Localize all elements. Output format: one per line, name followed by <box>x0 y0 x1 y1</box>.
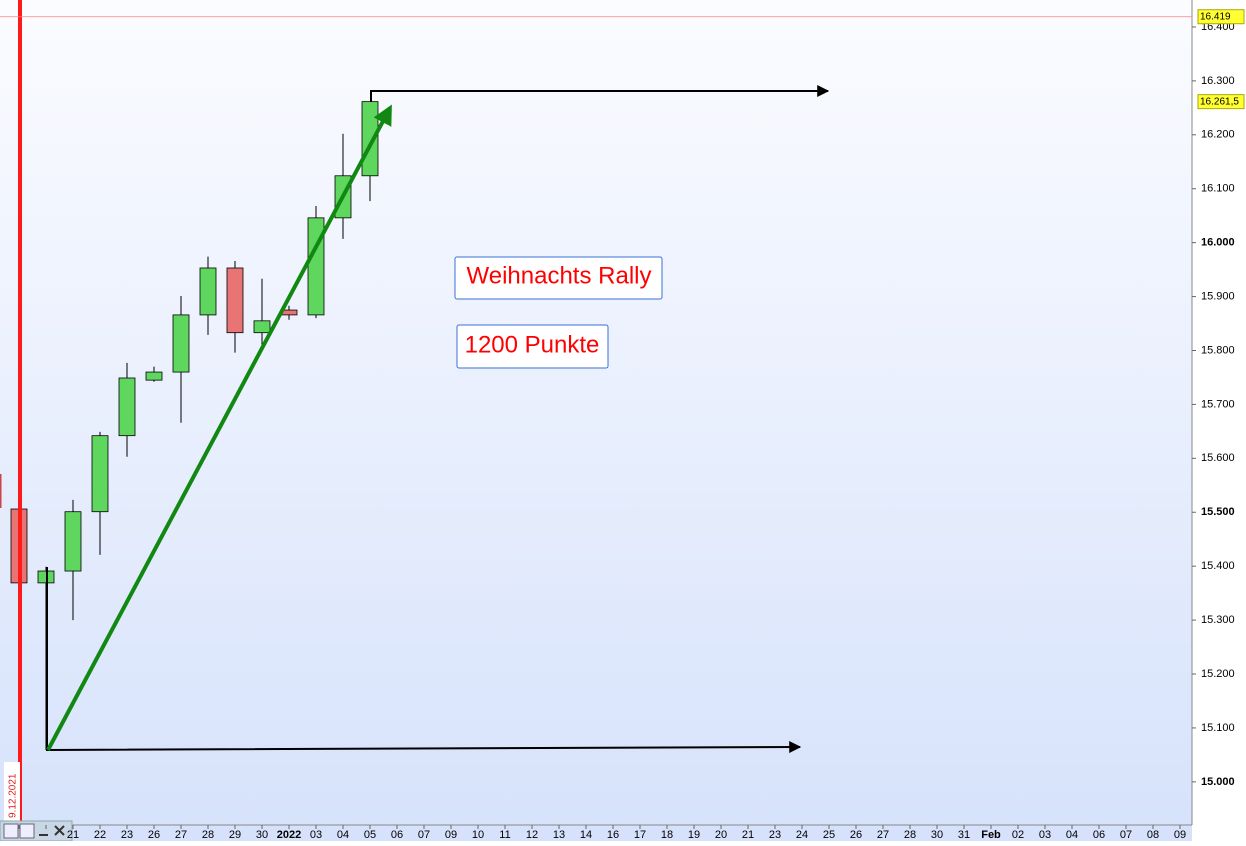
x-tick-label: 04 <box>1066 829 1078 841</box>
y-tick-label: 15.400 <box>1201 560 1235 572</box>
x-tick-label: 22 <box>94 829 106 841</box>
date-marker-box <box>4 762 20 822</box>
price-box <box>1197 9 1245 25</box>
x-tick-label: 23 <box>769 829 781 841</box>
x-tick-label: 08 <box>1147 829 1159 841</box>
x-tick-label: 09 <box>445 829 457 841</box>
y-tick-label: 16.200 <box>1201 129 1235 141</box>
candle-body <box>199 267 217 316</box>
candle-body <box>91 435 109 513</box>
price-label: 16.419 <box>1200 11 1231 22</box>
y-tick-label: 15.800 <box>1201 344 1235 356</box>
x-tick-label: 16 <box>607 829 619 841</box>
price-label: 16.261,5 <box>1200 96 1239 107</box>
y-tick-label: 16.100 <box>1201 183 1235 195</box>
x-tick-label: 18 <box>661 829 673 841</box>
x-tick-label: 07 <box>1120 829 1132 841</box>
pin-icon[interactable] <box>19 823 35 839</box>
annotation: Weihnachts Rally <box>467 262 652 289</box>
x-tick-label: Feb <box>981 829 1001 841</box>
x-tick-label: 26 <box>148 829 160 841</box>
candle-body <box>226 267 244 334</box>
x-tick-label: 29 <box>229 829 241 841</box>
x-tick-label: 24 <box>796 829 808 841</box>
annotation-box <box>456 324 609 369</box>
high-arrow <box>370 85 830 102</box>
tool-icon[interactable] <box>3 823 19 839</box>
x-tick-label: 30 <box>931 829 943 841</box>
y-tick-label: 15.700 <box>1201 398 1235 410</box>
candle-body <box>172 314 190 373</box>
x-tick-label: 23 <box>121 829 133 841</box>
x-tick-label: 10 <box>472 829 484 841</box>
x-tick-label: 21 <box>67 829 79 841</box>
y-tick-label: 16.000 <box>1201 237 1235 249</box>
close-icon[interactable] <box>54 825 65 836</box>
price-box <box>1197 94 1245 110</box>
x-tick-label: 02 <box>1012 829 1024 841</box>
x-tick-label: 13 <box>553 829 565 841</box>
annotation-box <box>454 256 663 300</box>
x-tick-label: 04 <box>337 829 349 841</box>
x-tick-label: 25 <box>823 829 835 841</box>
y-tick-label: 15.200 <box>1201 668 1235 680</box>
x-tick-label: 06 <box>1093 829 1105 841</box>
y-tick-label: 15.500 <box>1201 506 1235 518</box>
x-tick-label: 28 <box>904 829 916 841</box>
x-tick-label: 05 <box>364 829 376 841</box>
x-tick-label: 14 <box>580 829 592 841</box>
y-tick-label: 15.300 <box>1201 614 1235 626</box>
x-tick-label: 28 <box>202 829 214 841</box>
date-marker: 9.12.2021 <box>8 773 19 818</box>
low-arrow <box>46 567 802 754</box>
x-tick-label: 17 <box>634 829 646 841</box>
candle-body <box>118 377 136 437</box>
x-tick-label: 11 <box>499 829 510 841</box>
x-tick-label: 30 <box>256 829 268 841</box>
x-tick-label: 06 <box>391 829 403 841</box>
x-tick-label: 19 <box>688 829 700 841</box>
y-tick-label: 15.900 <box>1201 290 1235 302</box>
x-tick-label: 31 <box>958 829 970 841</box>
x-tick-label: 03 <box>310 829 322 841</box>
annotation: 1200 Punkte <box>465 331 600 358</box>
x-tick-label: 2022 <box>277 829 301 841</box>
x-tick-label: 21 <box>742 829 754 841</box>
y-tick-label: 16.300 <box>1201 75 1235 87</box>
candle-body <box>64 511 82 572</box>
y-tick-label: 15.000 <box>1201 776 1235 788</box>
x-tick-label: 12 <box>526 829 538 841</box>
candle-body <box>145 371 163 381</box>
x-tick-label: 27 <box>877 829 889 841</box>
y-tick-label: 15.600 <box>1201 452 1235 464</box>
y-tick-label: 15.100 <box>1201 722 1235 734</box>
x-tick-label: 27 <box>175 829 187 841</box>
trend-arrow <box>46 104 392 751</box>
x-tick-label: 07 <box>418 829 430 841</box>
candle-body <box>253 320 271 334</box>
x-tick-label: 09 <box>1174 829 1186 841</box>
axis-panel <box>1192 0 1246 841</box>
x-tick-label: 03 <box>1039 829 1051 841</box>
x-tick-label: 20 <box>715 829 727 841</box>
x-tick-label: 26 <box>850 829 862 841</box>
